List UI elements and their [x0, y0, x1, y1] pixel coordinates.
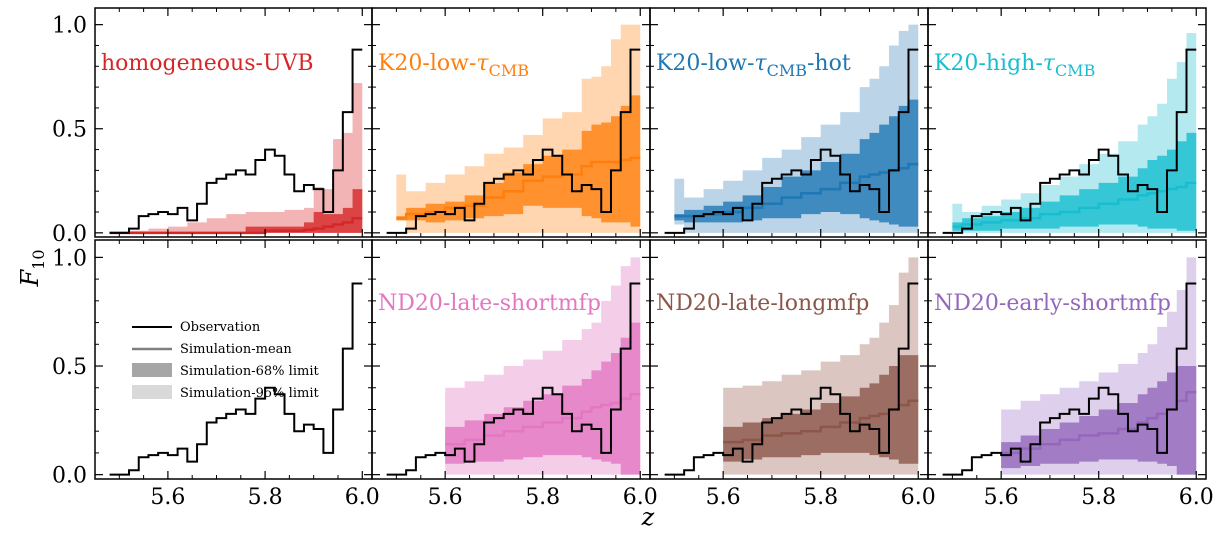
observation-line	[109, 282, 363, 476]
y-tick-label: 1.0	[52, 14, 87, 39]
simulation-mean-line	[109, 217, 363, 235]
band-68	[674, 99, 919, 227]
x-tick-label: 5.6	[984, 485, 1019, 510]
panel-label: K20-high-τCMB	[934, 51, 1095, 80]
panel-label: ND20-early-shortmfp	[934, 291, 1171, 316]
observation-line	[386, 282, 641, 476]
x-tick-label: 6.0	[623, 485, 658, 510]
x-tick-label: 5.8	[248, 485, 283, 510]
band-68	[109, 189, 363, 233]
observation-line	[942, 282, 1197, 476]
x-tick-label: 5.8	[803, 485, 838, 510]
y-tick-label: 0.0	[52, 222, 87, 247]
panel-frame	[927, 239, 1207, 480]
y-tick-label: 1.0	[52, 246, 87, 271]
y-tick-label: 0.5	[52, 355, 87, 380]
plot-area	[109, 48, 363, 235]
legend-label-observation: Observation	[180, 320, 261, 335]
band-68	[952, 132, 1197, 231]
plot-area	[942, 257, 1197, 476]
y-axis-label: F10	[16, 249, 48, 287]
panel-1: 0.0 0.5 1.0 homogeneous-UVB	[52, 7, 373, 247]
panel-label: ND20-late-longmfp	[656, 291, 869, 316]
x-axis-label: z	[641, 503, 655, 531]
plot-area	[942, 32, 1197, 234]
legend-swatch-simulation-95	[132, 385, 172, 399]
observation-line	[109, 48, 363, 234]
y-tick-label: 0.5	[52, 118, 87, 143]
plot-area	[386, 24, 641, 234]
plot-area	[664, 24, 919, 234]
x-tick-label: 5.8	[1081, 485, 1116, 510]
panel-2: K20-low-τCMB	[371, 7, 651, 238]
panel-6: 5.6 5.8 6.0 ND20-late-shortmfp	[371, 239, 658, 510]
panel-label: K20-low-τCMB	[378, 51, 529, 80]
observation-line	[942, 48, 1197, 234]
x-tick-label: 6.0	[901, 485, 936, 510]
panel-label: homogeneous-UVB	[101, 51, 314, 76]
plot-area	[386, 257, 641, 476]
plot-area	[109, 282, 363, 476]
plot-area	[664, 257, 919, 476]
legend: Observation Simulation-mean Simulation-6…	[132, 320, 319, 401]
band-68	[396, 95, 641, 227]
panel-8: 5.6 5.8 6.0 ND20-early-shortmfp	[927, 239, 1214, 510]
y-tick-label: 0.0	[52, 464, 87, 489]
panel-7: 5.6 5.8 6.0 ND20-late-longmfp	[649, 239, 936, 510]
x-tick-label: 6.0	[345, 485, 380, 510]
panel-3: K20-low-τCMB-hot	[649, 7, 929, 238]
panel-5: 0.0 0.5 1.0 5.6 5.8 6.0	[52, 239, 380, 510]
legend-label-simulation-mean: Simulation-mean	[180, 342, 292, 357]
panel-label: ND20-late-shortmfp	[378, 291, 601, 316]
panel-label: K20-low-τCMB-hot	[656, 51, 851, 80]
legend-swatch-simulation-68	[132, 363, 172, 377]
panel-4: K20-high-τCMB	[927, 7, 1207, 238]
x-tick-label: 5.8	[525, 485, 560, 510]
panel-frame	[94, 239, 373, 480]
y-axis-label-subscript: 10	[29, 249, 48, 269]
legend-label-simulation-68: Simulation-68% limit	[180, 364, 319, 379]
observation-line	[664, 282, 919, 476]
band-68	[1001, 366, 1197, 475]
x-tick-label: 6.0	[1179, 485, 1214, 510]
panel-grid: 0.0 0.5 1.0 homogeneous-UVB K20-low-τCMB K20-…	[52, 7, 1214, 510]
observation-line	[386, 48, 641, 234]
x-tick-label: 5.6	[428, 485, 463, 510]
panel-frame	[927, 7, 1207, 238]
observation-line	[664, 48, 919, 234]
x-tick-label: 5.6	[150, 485, 185, 510]
x-tick-label: 5.6	[706, 485, 741, 510]
legend-label-simulation-95: Simulation-95% limit	[180, 386, 319, 401]
